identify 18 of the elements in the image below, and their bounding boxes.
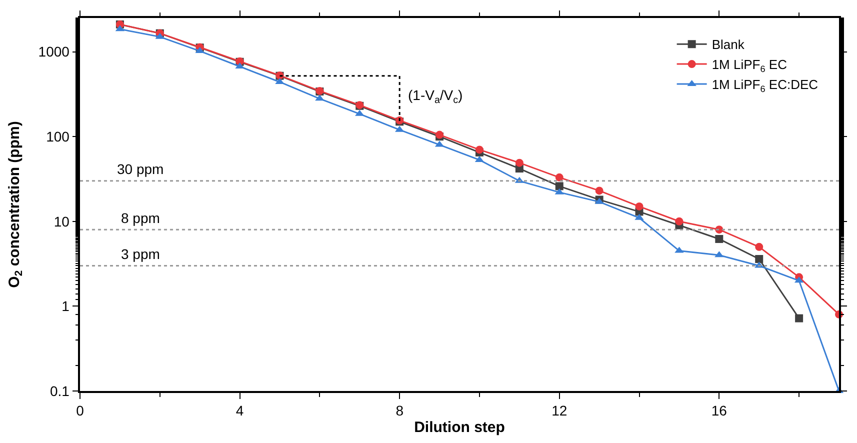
y-tick-label: 0.1 <box>50 382 70 399</box>
y-tick-label: 10 <box>54 213 70 230</box>
ref-line-label: 30 ppm <box>117 161 164 177</box>
y-tick-label: 100 <box>46 128 70 144</box>
ref-line-label: 3 ppm <box>121 246 160 262</box>
y-tick-label: 1 <box>62 298 70 314</box>
annotation: (1-V$_{a}$/V$_{c}$) <box>408 87 463 106</box>
x-tick-label: 12 <box>552 402 568 419</box>
legend-label: 1M LiPF$_{6}$ EC:DEC <box>712 77 818 94</box>
x-tick-label: 4 <box>236 402 244 419</box>
legend-label: 1M LiPF$_{6}$ EC <box>712 57 787 74</box>
x-tick-label: 0 <box>76 402 84 419</box>
ref-line-label: 8 ppm <box>121 210 160 226</box>
legend-label: Blank <box>712 37 745 52</box>
x-tick-label: 8 <box>396 402 404 419</box>
x-axis-title: Dilution step <box>414 419 505 436</box>
x-tick-label: 16 <box>711 402 728 419</box>
y-tick-label: 1000 <box>38 44 70 60</box>
